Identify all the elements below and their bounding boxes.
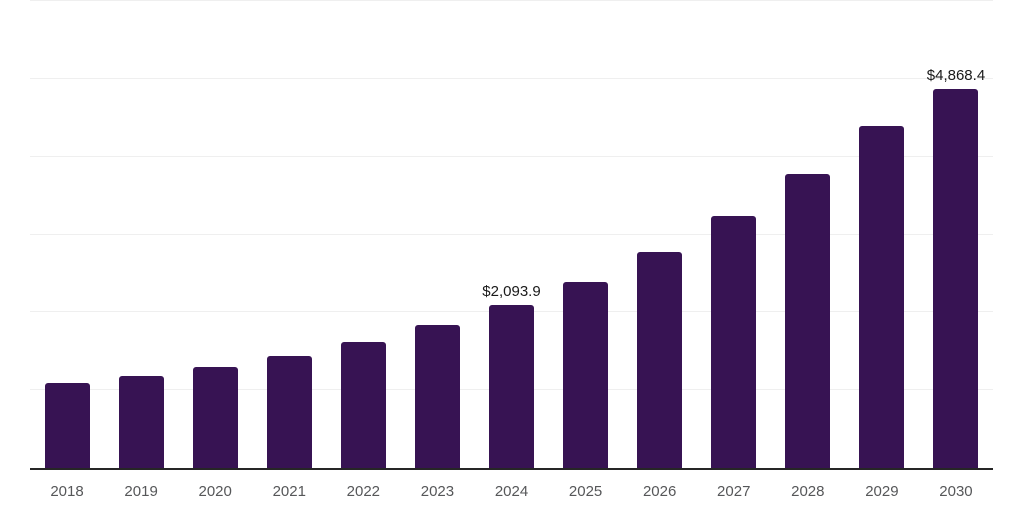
bar-column-2025 (549, 1, 623, 468)
gridline (30, 77, 993, 79)
bar-2021 (266, 355, 312, 468)
bar-column-2030: $4,868.4 (919, 1, 993, 468)
plot-area: $2,093.9 $4,868.4 (30, 0, 993, 470)
bar-column-2022 (326, 1, 400, 468)
bar-column-2021 (252, 1, 326, 468)
bars-layer: $2,093.9 $4,868.4 (30, 1, 993, 468)
bar-2022 (340, 342, 386, 468)
bar-2019 (118, 376, 164, 468)
bar-column-2029 (845, 1, 919, 468)
bar-column-2028 (771, 1, 845, 468)
bar-2020 (192, 367, 238, 468)
x-tick-2030: 2030 (939, 483, 973, 500)
bar-column-2027 (697, 1, 771, 468)
bar-2024: $2,093.9 (482, 283, 541, 468)
bar-column-2019 (104, 1, 178, 468)
x-tick-2023: 2023 (420, 483, 455, 500)
x-tick-2026: 2026 (642, 483, 677, 500)
bar-2028 (785, 174, 831, 468)
bar-2030: $4,868.4 (927, 67, 985, 468)
bar-column-2024: $2,093.9 (474, 1, 548, 468)
bar-2023 (414, 324, 460, 468)
gridline (30, 155, 993, 157)
bar-column-2026 (623, 1, 697, 468)
x-tick-2029: 2029 (865, 483, 899, 500)
bar-2018 (44, 383, 90, 468)
x-axis-labels: 2018 2019 2020 2021 2022 2023 2024 2025 2026 2027… (30, 483, 993, 501)
data-label-2024: $2,093.9 (482, 283, 541, 301)
gridline (30, 0, 993, 1)
gridline (30, 233, 993, 235)
data-label-2030: $4,868.4 (926, 67, 986, 85)
x-tick-2025: 2025 (568, 483, 603, 500)
bar-2027 (711, 215, 757, 468)
bar-2025 (563, 281, 609, 468)
bar-column-2018 (30, 1, 104, 468)
bar-2026 (637, 252, 683, 468)
x-tick-2021: 2021 (272, 483, 306, 500)
x-tick-2028: 2028 (791, 483, 825, 500)
bar-column-2020 (178, 1, 252, 468)
x-tick-2020: 2020 (198, 483, 232, 500)
x-tick-2024: 2024 (494, 483, 529, 500)
bar-2029 (859, 125, 905, 468)
bar-column-2023 (400, 1, 474, 468)
x-tick-2018: 2018 (50, 483, 84, 500)
x-tick-2027: 2027 (717, 483, 751, 500)
x-tick-2019: 2019 (124, 483, 158, 500)
x-tick-2022: 2022 (346, 483, 381, 500)
